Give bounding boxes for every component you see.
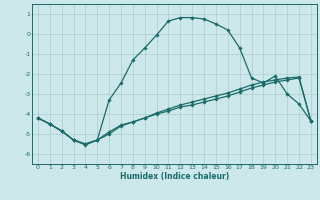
X-axis label: Humidex (Indice chaleur): Humidex (Indice chaleur)	[120, 172, 229, 181]
